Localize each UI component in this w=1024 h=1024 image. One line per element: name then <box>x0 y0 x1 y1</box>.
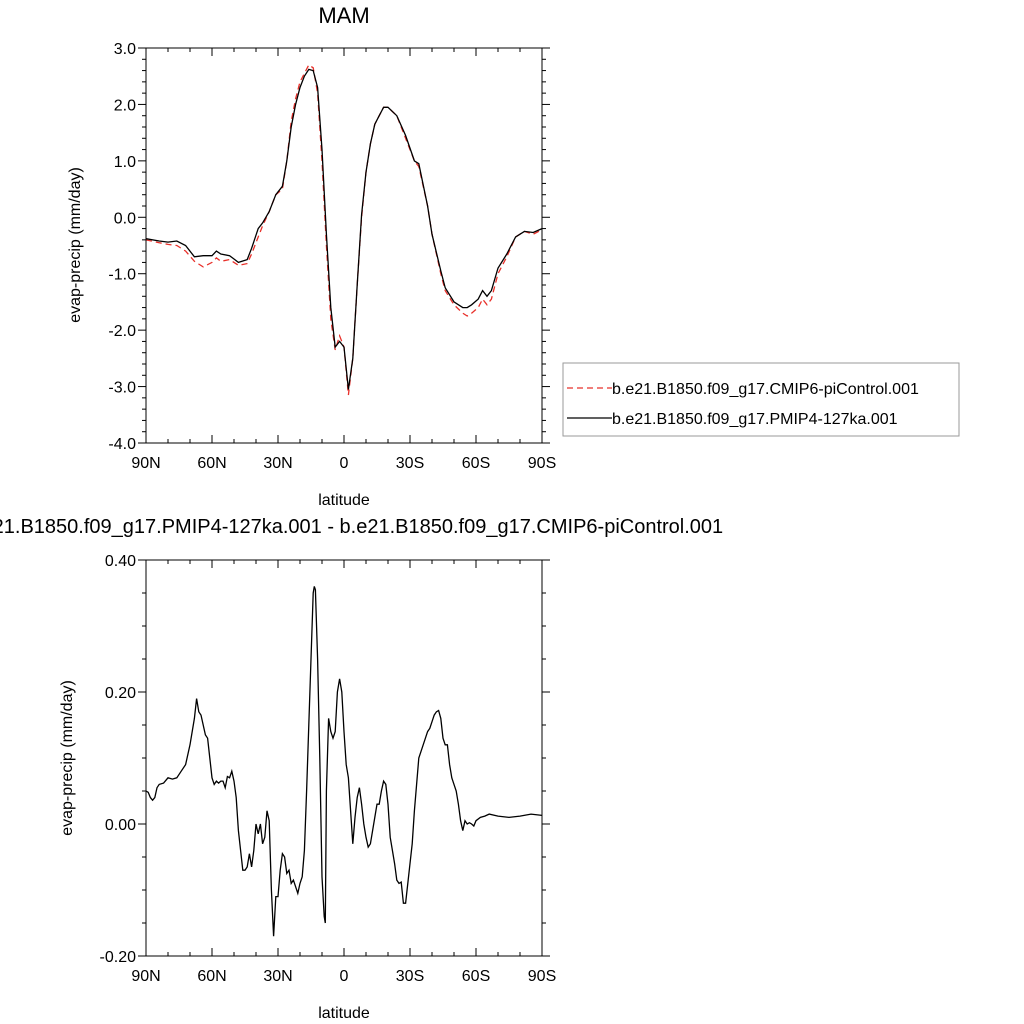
legend-label-picontrol: b.e21.B1850.f09_g17.CMIP6-piControl.001 <box>612 381 919 398</box>
top-chart-xtick-label: 90S <box>528 455 556 472</box>
bottom-chart-ticks: 90N 60N 30N 0 30S 60S 90S -0.20 0.00 0.20 0.40 <box>100 553 557 985</box>
top-chart-xtick-label: 60N <box>197 455 226 472</box>
top-chart-ytick-label: 0.0 <box>114 210 136 227</box>
top-chart-ticks: 90N 60N 30N 0 30S 60S 90S -4.0 -3.0 -2.0 -1.0 0.0 1.… <box>108 41 556 472</box>
top-chart-frame <box>145 47 543 444</box>
bottom-chart-xtick-label: 90N <box>131 968 160 985</box>
bottom-chart-xtick-label: 30N <box>263 968 292 985</box>
bottom-chart-series-line-0 <box>145 586 543 937</box>
bottom-chart-ytick-label: 0.40 <box>105 553 136 570</box>
top-chart-ytick-label: 3.0 <box>114 41 136 58</box>
top-chart-ylabel: evap-precip (mm/day) <box>67 167 84 323</box>
bottom-chart-xtick-label: 60N <box>197 968 226 985</box>
bottom-chart-xtick-label: 60S <box>462 968 490 985</box>
bottom-chart-panel: b.e21.B1850.f09_g17.PMIP4-127ka.001 - b.… <box>0 516 723 1022</box>
bottom-chart-frame <box>145 559 543 957</box>
top-chart-xtick-label: 30N <box>263 455 292 472</box>
top-chart-ytick-label: 1.0 <box>114 154 136 171</box>
top-chart-ytick-label: -4.0 <box>108 436 136 453</box>
top-chart-xtick-label: 0 <box>340 455 349 472</box>
legend-label-pmip4: b.e21.B1850.f09_g17.PMIP4-127ka.001 <box>612 411 898 428</box>
legend-box <box>562 362 960 437</box>
bottom-chart-ytick-label: 0.20 <box>105 685 136 702</box>
bottom-chart-ytick-label: -0.20 <box>100 949 137 966</box>
bottom-chart-xtick-label: 0 <box>340 968 349 985</box>
legend: b.e21.B1850.f09_g17.CMIP6-piControl.001 … <box>562 362 960 437</box>
top-chart-xtick-label: 60S <box>462 455 490 472</box>
top-chart-xtick-label: 30S <box>396 455 424 472</box>
top-chart-ytick-label: -2.0 <box>108 323 136 340</box>
bottom-chart-xtick-label: 90S <box>528 968 556 985</box>
bottom-chart-title: b.e21.B1850.f09_g17.PMIP4-127ka.001 - b.… <box>0 516 723 538</box>
top-chart-series <box>145 63 543 396</box>
bottom-chart-xlabel: latitude <box>318 1005 370 1022</box>
top-chart-panel: MAM 90N 60N 30N 0 30S 60S 90S -4.0 -3.0 -2.0 -1.0 0… <box>67 3 556 509</box>
top-chart-series-line-0 <box>145 63 543 396</box>
bottom-chart-series <box>145 586 543 937</box>
top-chart-ytick-label: -3.0 <box>108 380 136 397</box>
bottom-chart-xtick-label: 30S <box>396 968 424 985</box>
bottom-chart-ytick-label: 0.00 <box>105 817 136 834</box>
bottom-chart-ylabel: evap-precip (mm/day) <box>59 680 76 836</box>
top-chart-title: MAM <box>318 3 369 28</box>
top-chart-xtick-label: 90N <box>131 455 160 472</box>
top-chart-xlabel: latitude <box>318 492 370 509</box>
top-chart-ytick-label: 2.0 <box>114 97 136 114</box>
top-chart-series-line-1 <box>145 68 543 390</box>
top-chart-ytick-label: -1.0 <box>108 267 136 284</box>
